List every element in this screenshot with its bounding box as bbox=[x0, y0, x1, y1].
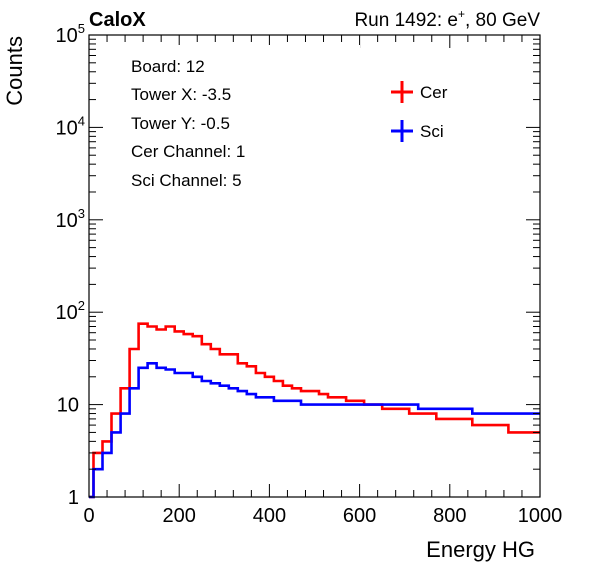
x-tick-label: 0 bbox=[83, 505, 94, 527]
x-tick-label: 600 bbox=[343, 505, 376, 527]
axis-ticks: 0 200 400 600 800 1000 1 10 102 103 104 105 bbox=[56, 21, 563, 527]
info-line-board: Board: 12 bbox=[131, 57, 205, 76]
y-tick-label: 1 bbox=[68, 487, 79, 509]
plot-frame bbox=[88, 34, 541, 498]
series-sci bbox=[88, 362, 541, 499]
info-box-background bbox=[118, 45, 360, 203]
info-line-tower-y: Tower Y: -0.5 bbox=[131, 114, 230, 133]
chart-title-left: CaloX bbox=[89, 9, 146, 31]
legend-sci-label: Sci bbox=[420, 122, 444, 141]
chart-title-right-prefix: Run 1492: e bbox=[354, 10, 458, 31]
x-tick-label: 800 bbox=[433, 505, 466, 527]
info-box: Board: 12 Tower X: -3.5 Tower Y: -0.5 Ce… bbox=[118, 45, 360, 203]
x-tick-label: 200 bbox=[163, 505, 196, 527]
legend: Cer Sci bbox=[391, 81, 448, 142]
info-line-cer-channel: Cer Channel: 1 bbox=[131, 142, 245, 161]
info-line-sci-channel: Sci Channel: 5 bbox=[131, 171, 242, 190]
y-tick-label: 10 bbox=[57, 395, 79, 417]
x-tick-label: 1000 bbox=[518, 505, 563, 527]
chart-title-right: Run 1492: e+, 80 GeV bbox=[354, 7, 540, 31]
chart-title-right-sup: + bbox=[458, 7, 465, 21]
series-layer bbox=[88, 322, 541, 499]
chart-title-right-suffix: , 80 GeV bbox=[465, 10, 540, 31]
legend-cer-label: Cer bbox=[420, 83, 448, 102]
y-tick-label: 104 bbox=[56, 113, 85, 139]
y-tick-label: 103 bbox=[56, 206, 85, 232]
x-axis-label: Energy HG bbox=[426, 537, 535, 562]
x-tick-label: 400 bbox=[253, 505, 286, 527]
legend-entry-sci: Sci bbox=[391, 120, 444, 142]
y-tick-label: 102 bbox=[56, 298, 85, 324]
y-tick-label: 105 bbox=[56, 21, 85, 47]
series-cer bbox=[88, 322, 541, 499]
series-sci-line bbox=[89, 362, 540, 499]
y-axis-label: Counts bbox=[2, 36, 27, 106]
info-line-tower-x: Tower X: -3.5 bbox=[131, 85, 231, 104]
legend-entry-cer: Cer bbox=[391, 81, 448, 103]
